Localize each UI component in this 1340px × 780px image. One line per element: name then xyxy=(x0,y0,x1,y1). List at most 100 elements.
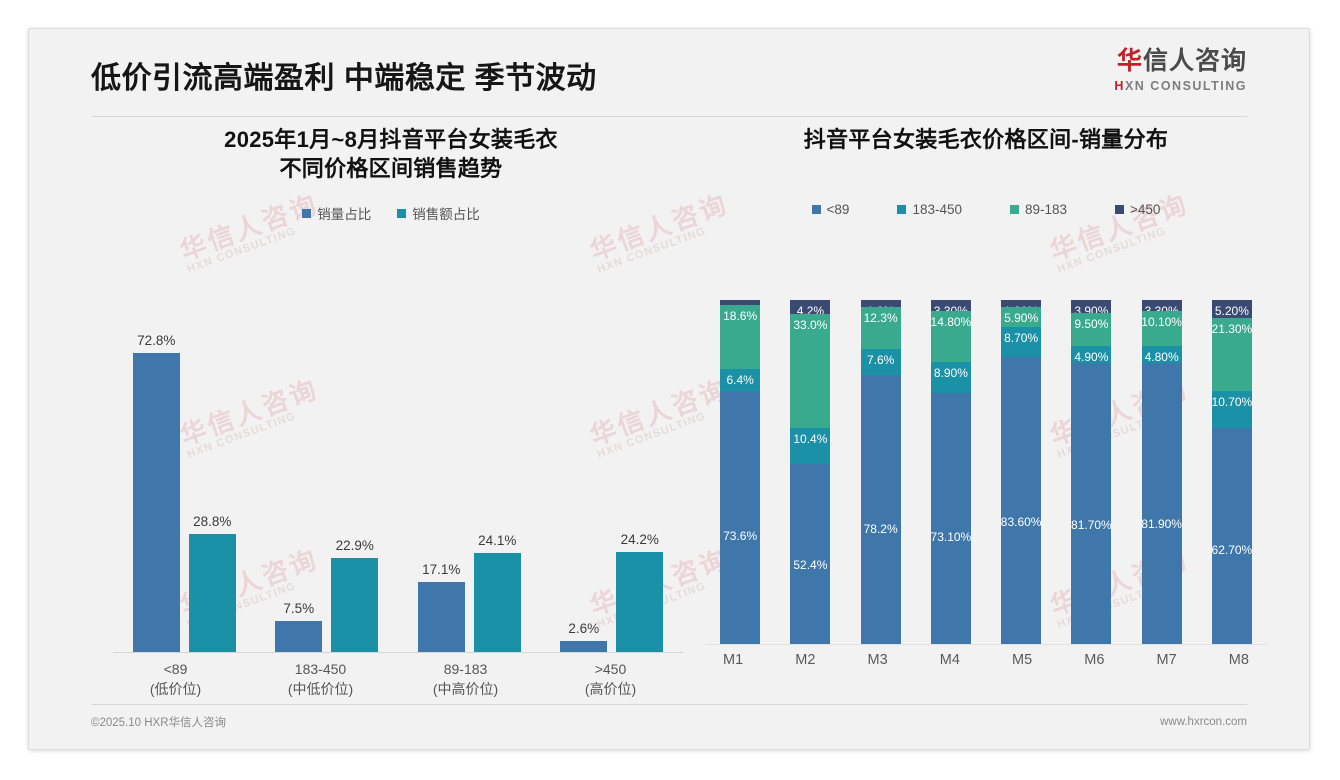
slide-footer: ©2025.10 HXR华信人咨询 www.hxrcon.com xyxy=(91,713,1247,731)
stacked-bar[interactable]: 1.9%12.3%7.6%78.2% xyxy=(860,300,901,644)
stack-segment[interactable]: 8.90% xyxy=(930,362,971,393)
stacked-bar[interactable]: 3.30%10.10% 4.80% 81.90% xyxy=(1141,300,1182,644)
stack-segment[interactable]: 10.10% xyxy=(1141,311,1182,347)
stack-segment[interactable]: 3.30% xyxy=(930,300,971,318)
x-axis-label: M6 xyxy=(1084,652,1105,668)
legend-item-1[interactable]: 183-450 xyxy=(897,202,962,217)
stack-segment[interactable]: 7.6% xyxy=(860,348,901,375)
stacked-bar[interactable]: 3.30%14.80% 8.90% 73.10% xyxy=(931,300,971,644)
stack-segment[interactable]: 10.4% xyxy=(790,427,831,464)
stack-segment-label: 73.10% xyxy=(930,529,972,544)
stack-column: 3.90% 9.50% 4.90% 81.70% xyxy=(1056,300,1126,644)
x-axis-label: 89-183 (中高价位) xyxy=(393,659,538,700)
x-axis-label: M4 xyxy=(939,652,960,668)
stacked-bar[interactable]: 3.90% 9.50% 4.90% 81.70% xyxy=(1071,300,1112,644)
x-axis-label-main: 89-183 xyxy=(443,661,488,677)
bar-rect[interactable] xyxy=(560,641,608,652)
stack-segment-label: 5.20% xyxy=(1214,304,1249,318)
legend-label: 销量占比 xyxy=(317,207,372,223)
bar-rect[interactable] xyxy=(331,557,379,652)
bar-column[interactable]: 22.9% xyxy=(331,323,379,652)
stack-segment[interactable]: 5.90% xyxy=(1001,306,1042,327)
stack-column: 1.4%18.6%6.4%73.6% xyxy=(705,300,775,644)
bar-column[interactable]: 7.5% xyxy=(275,323,323,652)
bar-rect[interactable] xyxy=(188,533,236,652)
stacked-bar[interactable]: 5.20% 21.30% 10.70% 62.70% xyxy=(1212,300,1252,644)
stack-segment[interactable]: 9.50% xyxy=(1071,313,1112,347)
left-chart-panel: 2025年1月~8月抖音平台女装毛衣 不同价格区间销售趋势 销量占比 销售额占比 … xyxy=(91,125,691,697)
stack-segment[interactable]: 14.80% xyxy=(931,311,971,363)
bar-rect[interactable] xyxy=(417,581,465,652)
stack-segment[interactable]: 3.90% xyxy=(1071,300,1112,318)
legend-item-0[interactable]: 销量占比 xyxy=(302,203,371,223)
right-chart-plot: 1.4%18.6%6.4%73.6%4.2%33.0%10.4%52.4%1.9… xyxy=(705,300,1267,645)
logo-rest-chars: 信人咨询 xyxy=(1142,47,1247,75)
stack-segment[interactable]: 81.70% xyxy=(1071,362,1112,644)
bar-value-label: 28.8% xyxy=(193,513,232,529)
bar-column[interactable]: 24.1% xyxy=(473,323,521,652)
stack-segment[interactable]: 8.70% xyxy=(1001,326,1042,357)
legend-item-1[interactable]: 销售额占比 xyxy=(397,203,480,223)
logo-en-rest: XN CONSULTING xyxy=(1124,79,1247,93)
bar-group: 17.1% 24.1% xyxy=(398,323,541,652)
stack-segment[interactable]: 6.4% xyxy=(720,368,761,391)
stack-segment[interactable]: 4.80% xyxy=(1141,346,1182,365)
right-chart-legend: <89 183-450 89-183 >450 xyxy=(697,202,1275,217)
stack-segment[interactable]: 78.2% xyxy=(860,374,901,644)
stack-segment[interactable]: 4.90% xyxy=(1071,346,1112,364)
stacked-bar[interactable]: 1.90%5.90%8.70%83.60% xyxy=(1001,300,1041,644)
stacked-bar[interactable]: 4.2% 33.0% 10.4% 52.4% xyxy=(790,300,831,644)
stack-segment[interactable]: 83.60% xyxy=(1001,356,1041,644)
stack-segment[interactable]: 18.6% xyxy=(720,304,761,369)
right-chart-stacks: 1.4%18.6%6.4%73.6%4.2%33.0%10.4%52.4%1.9… xyxy=(705,300,1267,644)
bar-rect[interactable] xyxy=(616,552,664,652)
bar-column[interactable]: 28.8% xyxy=(188,323,236,652)
stack-segment[interactable]: 81.90% xyxy=(1141,362,1182,644)
bar-rect[interactable] xyxy=(275,621,323,652)
stack-segment-label: 12.3% xyxy=(863,310,898,325)
stack-column: 5.20% 21.30% 10.70% 62.70% xyxy=(1197,300,1267,644)
stack-segment-label: 52.4% xyxy=(793,557,828,572)
stack-segment[interactable]: 73.10% xyxy=(930,392,972,644)
bar-column[interactable]: 2.6% xyxy=(560,323,608,652)
left-chart-title: 2025年1月~8月抖音平台女装毛衣 不同价格区间销售趋势 xyxy=(91,125,691,183)
bar-rect[interactable] xyxy=(132,352,180,652)
x-axis-label-sub: (高价位) xyxy=(584,681,637,698)
stack-segment[interactable]: 5.20% xyxy=(1211,300,1252,318)
bar-value-label: 72.8% xyxy=(137,332,176,348)
stack-segment[interactable]: 4.2% xyxy=(790,300,831,318)
stack-segment[interactable]: 21.30% xyxy=(1212,317,1252,392)
footer-website: www.hxrcon.com xyxy=(1160,716,1247,728)
legend-swatch-icon xyxy=(897,205,907,215)
legend-item-3[interactable]: >450 xyxy=(1115,202,1160,217)
legend-label: >450 xyxy=(1130,202,1161,218)
stack-segment[interactable]: 10.70% xyxy=(1212,391,1252,428)
x-axis-label: M5 xyxy=(1012,652,1033,668)
x-axis-label-sub: (中低价位) xyxy=(287,681,354,698)
legend-swatch-icon xyxy=(811,205,821,215)
stack-segment[interactable]: 3.30% xyxy=(1141,300,1182,318)
bar-group: 2.6% 24.2% xyxy=(541,323,684,652)
bar-rect[interactable] xyxy=(473,552,521,652)
stack-segment[interactable]: 33.0% xyxy=(790,314,831,428)
right-chart-panel: 抖音平台女装毛衣价格区间-销量分布 <89 183-450 89-183 >450 1… xyxy=(697,125,1275,690)
bar-column[interactable]: 17.1% xyxy=(417,323,465,652)
x-axis-label-sub: (低价位) xyxy=(149,681,202,698)
stacked-bar[interactable]: 1.4%18.6%6.4%73.6% xyxy=(720,300,761,644)
stack-segment[interactable]: 73.6% xyxy=(720,390,761,644)
stack-segment-label: 4.80% xyxy=(1144,350,1179,365)
stack-segment[interactable]: 52.4% xyxy=(790,463,831,644)
legend-item-0[interactable]: <89 xyxy=(811,202,849,217)
stack-segment-label: 8.90% xyxy=(933,366,968,381)
bar-column[interactable]: 72.8% xyxy=(132,323,180,652)
legend-label: 89-183 xyxy=(1024,202,1068,218)
x-axis-label: M3 xyxy=(867,652,888,668)
bar-column[interactable]: 24.2% xyxy=(616,323,664,652)
stack-segment-label: 33.0% xyxy=(793,318,828,333)
stack-segment-label: 8.70% xyxy=(1004,330,1039,345)
legend-swatch-icon xyxy=(302,208,312,218)
stack-segment[interactable]: 12.3% xyxy=(860,306,901,349)
stack-segment[interactable]: 62.70% xyxy=(1212,427,1252,644)
bar-group: 72.8% 28.8% xyxy=(113,323,256,652)
legend-item-2[interactable]: 89-183 xyxy=(1009,202,1068,218)
